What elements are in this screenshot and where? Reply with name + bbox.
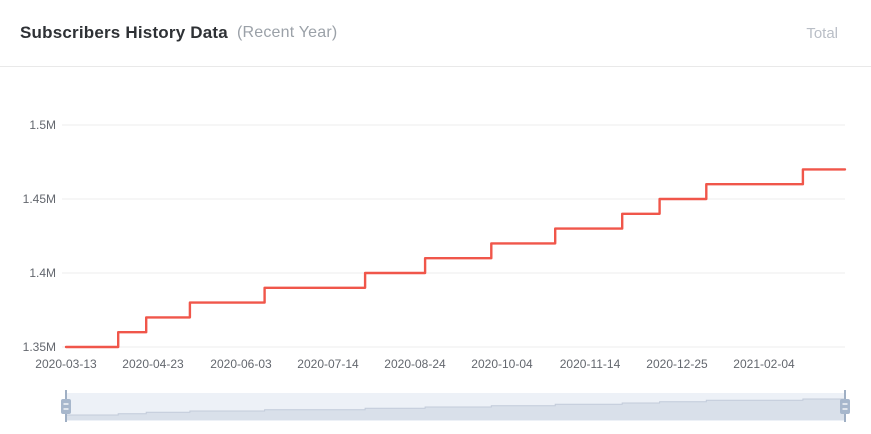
legend-item-total[interactable]: Total xyxy=(806,24,838,42)
y-axis-labels: 1.5M 1.45M 1.4M 1.35M xyxy=(23,118,56,354)
left-handle-grip-icon[interactable] xyxy=(61,399,71,414)
datazoom-mini-line xyxy=(66,398,845,416)
x-tick-label: 2020-10-04 xyxy=(471,357,533,371)
x-tick-label: 2020-08-24 xyxy=(384,357,446,371)
x-tick-label: 2020-12-25 xyxy=(646,357,708,371)
x-tick-label: 2021-02-04 xyxy=(733,357,795,371)
y-tick-label: 1.4M xyxy=(29,266,56,280)
right-handle-grip-icon[interactable] xyxy=(840,399,850,414)
datazoom-right-handle[interactable] xyxy=(840,390,850,422)
y-tick-label: 1.45M xyxy=(23,192,56,206)
datazoom-left-handle[interactable] xyxy=(61,390,71,422)
x-tick-label: 2020-06-03 xyxy=(210,357,272,371)
datazoom-mini-area xyxy=(66,399,845,420)
x-tick-label: 2020-07-14 xyxy=(297,357,359,371)
x-tick-label: 2020-04-23 xyxy=(122,357,184,371)
card-header: Subscribers History Data (Recent Year) T… xyxy=(0,0,871,67)
x-tick-label: 2020-11-14 xyxy=(560,357,621,371)
page-title: Subscribers History Data xyxy=(20,23,228,42)
x-axis-labels: 2020-03-13 2020-04-23 2020-06-03 2020-07… xyxy=(35,357,795,371)
page-subtitle: (Recent Year) xyxy=(236,24,338,41)
grid-lines xyxy=(62,124,845,348)
series-line-total xyxy=(64,168,847,349)
datazoom-slider xyxy=(61,390,850,422)
x-tick-label: 2020-03-13 xyxy=(35,357,97,371)
chart-plot-area[interactable] xyxy=(62,90,845,355)
y-tick-label: 1.35M xyxy=(23,340,56,354)
y-tick-label: 1.5M xyxy=(29,118,56,132)
